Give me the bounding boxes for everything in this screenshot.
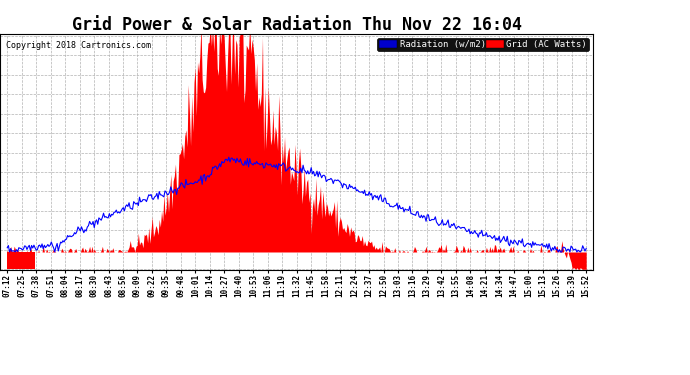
Legend: Radiation (w/m2), Grid (AC Watts): Radiation (w/m2), Grid (AC Watts) — [377, 38, 589, 51]
Text: Copyright 2018 Cartronics.com: Copyright 2018 Cartronics.com — [6, 41, 151, 50]
Title: Grid Power & Solar Radiation Thu Nov 22 16:04: Grid Power & Solar Radiation Thu Nov 22 … — [72, 16, 522, 34]
